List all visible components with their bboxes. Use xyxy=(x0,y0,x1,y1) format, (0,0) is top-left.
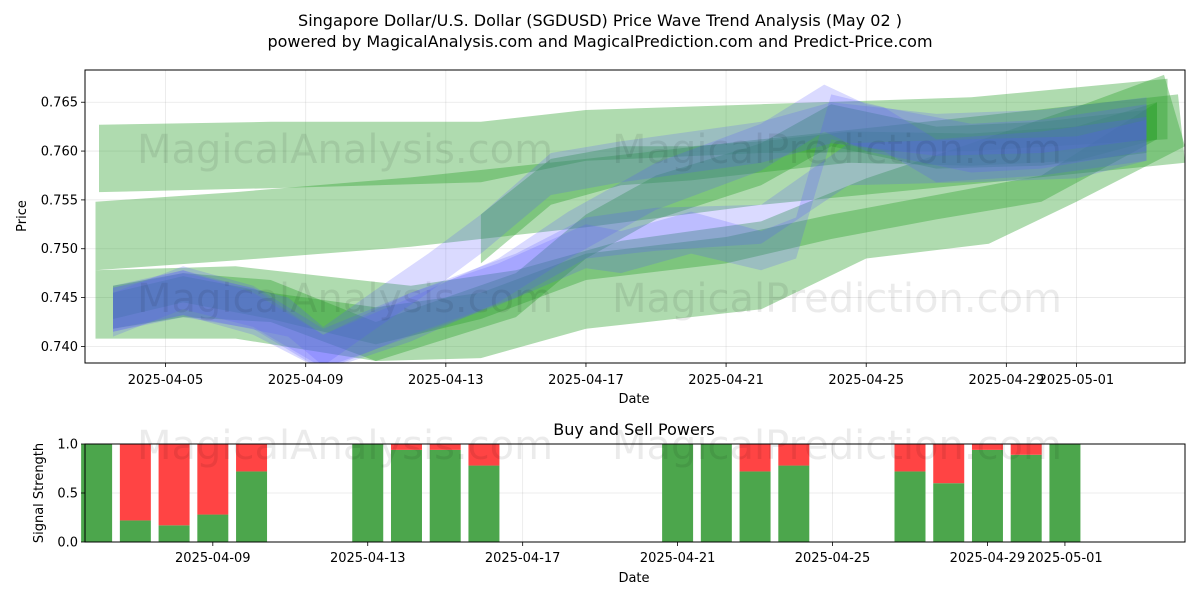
sell-bar xyxy=(933,444,965,484)
price-panel: MagicalAnalysis.com MagicalPrediction.co… xyxy=(15,69,1186,407)
signal-y-ticks: 0.0 0.5 1.0 xyxy=(57,438,85,551)
price-y-tick-label: 0.740 xyxy=(41,340,78,355)
buy-bar xyxy=(1010,454,1042,542)
signal-x-tick-label: 2025-04-17 xyxy=(485,551,561,566)
sell-bar xyxy=(119,444,151,521)
buy-bar xyxy=(739,471,771,542)
price-y-tick-label: 0.745 xyxy=(41,291,78,306)
price-y-tick-label: 0.765 xyxy=(41,96,78,111)
wave-band-7 xyxy=(113,84,1147,363)
buy-bar xyxy=(894,471,926,542)
price-x-tick-label: 2025-04-21 xyxy=(688,373,764,388)
buy-bar xyxy=(429,449,461,542)
watermark-analysis-mid: MagicalAnalysis.com xyxy=(137,276,553,322)
buy-bar xyxy=(352,444,384,542)
price-y-axis-label: Price xyxy=(15,200,30,232)
buy-bar xyxy=(390,449,422,542)
price-x-tick-label: 2025-04-09 xyxy=(268,373,344,388)
signal-x-axis-label: Date xyxy=(618,571,649,586)
chart-title-line2: powered by MagicalAnalysis.com and Magic… xyxy=(267,32,932,51)
watermark-analysis-bottom: MagicalAnalysis.com xyxy=(137,423,553,469)
price-grid xyxy=(85,70,1185,363)
sell-bar xyxy=(429,444,461,450)
buy-bar xyxy=(158,525,190,542)
wave-band-1 xyxy=(99,78,1168,193)
signal-y-tick-label: 1.0 xyxy=(57,438,78,453)
signal-y-tick-label: 0.0 xyxy=(57,536,78,551)
price-plot-frame xyxy=(84,69,1186,364)
price-y-tick-label: 0.760 xyxy=(41,145,78,160)
buy-bar xyxy=(778,465,810,542)
signal-panel: Buy and Sell Powers MagicalAnalysis.com … xyxy=(32,420,1186,586)
price-x-ticks: 2025-04-05 2025-04-09 2025-04-13 2025-04-17… xyxy=(128,363,1114,388)
price-x-axis-label: Date xyxy=(618,392,649,407)
buy-bar xyxy=(81,444,113,542)
signal-y-tick-label: 0.5 xyxy=(57,487,78,502)
signal-x-tick-label: 2025-04-13 xyxy=(330,551,406,566)
sell-bar xyxy=(971,444,1003,450)
chart-title-line1: Singapore Dollar/U.S. Dollar (SGDUSD) Pr… xyxy=(298,11,902,30)
buy-bar xyxy=(971,449,1003,542)
watermark-prediction-top: MagicalPrediction.com xyxy=(612,127,1062,173)
wave-band-9 xyxy=(113,94,1147,363)
price-y-tick-label: 0.750 xyxy=(41,242,78,257)
wave-band-6 xyxy=(113,104,1147,361)
buy-bar xyxy=(933,483,965,542)
signal-panel-title: Buy and Sell Powers xyxy=(553,420,715,439)
signal-x-ticks: 2025-04-09 2025-04-13 2025-04-17 2025-04-21… xyxy=(175,542,1103,566)
sell-bar xyxy=(197,444,229,515)
signal-x-tick-label: 2025-04-29 xyxy=(950,551,1026,566)
buy-bar xyxy=(662,444,694,542)
price-bands xyxy=(95,74,1185,363)
signal-x-tick-label: 2025-04-21 xyxy=(640,551,716,566)
sell-bar xyxy=(236,444,268,472)
signal-x-tick-label: 2025-05-01 xyxy=(1027,551,1103,566)
price-x-tick-label: 2025-04-17 xyxy=(548,373,624,388)
sell-bar xyxy=(390,444,422,450)
sell-bar xyxy=(778,444,810,466)
sell-bar xyxy=(158,444,190,526)
watermark-analysis-top: MagicalAnalysis.com xyxy=(137,127,553,173)
signal-y-axis-label: Signal Strength xyxy=(32,443,47,543)
signal-bars xyxy=(81,444,1081,542)
buy-bar xyxy=(197,514,229,542)
price-x-tick-label: 2025-04-05 xyxy=(128,373,204,388)
wave-band-3 xyxy=(95,74,1185,362)
signal-x-tick-label: 2025-04-25 xyxy=(795,551,871,566)
price-x-tick-label: 2025-04-29 xyxy=(969,373,1045,388)
price-x-tick-label: 2025-05-01 xyxy=(1039,373,1115,388)
signal-x-tick-label: 2025-04-09 xyxy=(175,551,251,566)
buy-bar xyxy=(119,520,151,542)
buy-bar xyxy=(700,444,732,542)
sell-bar xyxy=(739,444,771,472)
buy-bar xyxy=(236,471,268,542)
price-y-tick-label: 0.755 xyxy=(41,193,78,208)
wave-band-5 xyxy=(480,102,1157,264)
sell-bar xyxy=(894,444,926,472)
sell-bar xyxy=(1010,444,1042,455)
buy-bar xyxy=(468,465,500,542)
buy-bar xyxy=(1049,444,1081,542)
wave-band-8 xyxy=(113,97,1147,363)
price-x-tick-label: 2025-04-25 xyxy=(828,373,904,388)
watermark-prediction-bottom: MagicalPrediction.com xyxy=(612,423,1062,469)
wave-band-10 xyxy=(113,119,1147,363)
price-y-ticks: 0.740 0.745 0.750 0.755 0.760 0.765 xyxy=(41,96,85,355)
sell-bar xyxy=(468,444,500,466)
price-x-tick-label: 2025-04-13 xyxy=(408,373,484,388)
wave-band-2 xyxy=(95,94,1185,271)
watermark-prediction-mid: MagicalPrediction.com xyxy=(612,276,1062,322)
